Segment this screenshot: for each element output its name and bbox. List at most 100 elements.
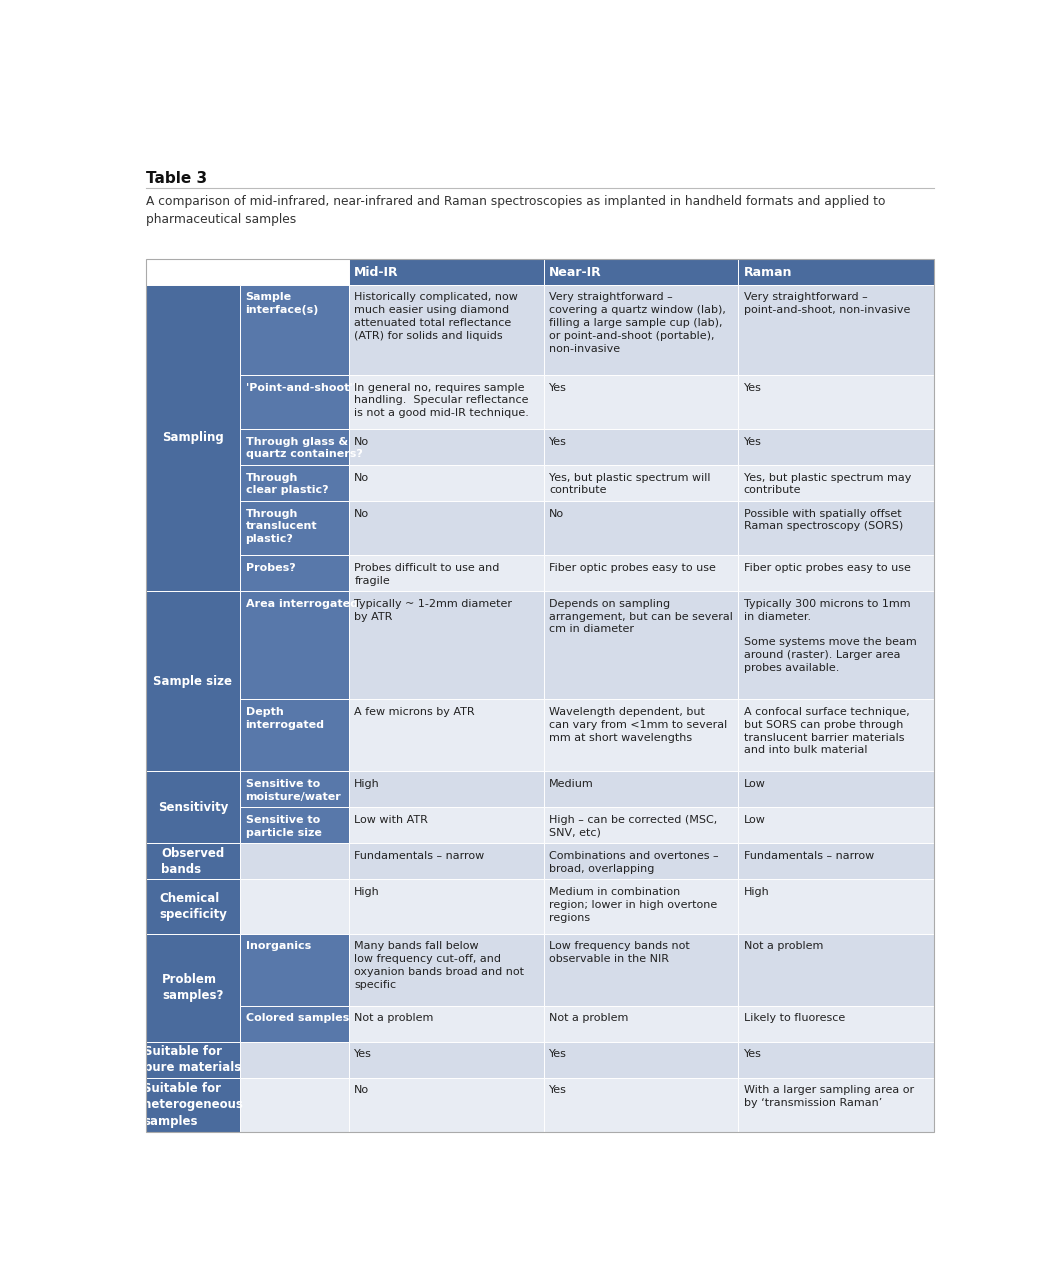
Bar [349, 285, 543, 374]
Bar [738, 374, 934, 429]
Text: High: High [355, 887, 380, 897]
Bar [738, 808, 934, 844]
Text: Medium in combination
region; lower in high overtone
regions: Medium in combination region; lower in h… [549, 887, 717, 923]
Text: Depends on sampling
arrangement, but can be several
cm in diameter: Depends on sampling arrangement, but can… [549, 599, 733, 635]
Bar [240, 808, 349, 844]
Text: In general no, requires sample
handling.  Specular reflectance
is not a good mid: In general no, requires sample handling.… [355, 382, 530, 418]
Bar [738, 591, 934, 699]
Text: Sample size: Sample size [154, 674, 233, 687]
Text: Chemical
specificity: Chemical specificity [159, 892, 226, 922]
Bar [349, 772, 543, 808]
Bar [349, 259, 543, 285]
Text: Area interrogated: Area interrogated [245, 599, 358, 609]
Text: Fiber optic probes easy to use: Fiber optic probes easy to use [743, 563, 911, 573]
Bar [240, 1042, 349, 1078]
Text: Fiber optic probes easy to use: Fiber optic probes easy to use [549, 563, 716, 573]
Text: Historically complicated, now
much easier using diamond
attenuated total reflect: Historically complicated, now much easie… [355, 292, 518, 341]
Bar [738, 555, 934, 591]
Text: Yes: Yes [743, 1050, 761, 1059]
Text: Very straightforward –
covering a quartz window (lab),
filling a large sample cu: Very straightforward – covering a quartz… [549, 292, 726, 354]
Text: Yes: Yes [549, 382, 567, 392]
Text: Yes: Yes [549, 437, 567, 446]
Text: Many bands fall below
low frequency cut-off, and
oxyanion bands broad and not
sp: Many bands fall below low frequency cut-… [355, 941, 524, 990]
Bar [738, 429, 934, 465]
Bar [543, 374, 738, 429]
Text: No: No [549, 509, 564, 519]
Bar [543, 501, 738, 555]
Bar [240, 844, 349, 879]
Bar [738, 1078, 934, 1132]
Text: Very straightforward –
point-and-shoot, non-invasive: Very straightforward – point-and-shoot, … [743, 292, 910, 315]
Text: Yes: Yes [549, 1086, 567, 1095]
Bar [738, 1042, 934, 1078]
Text: Through
translucent
plastic?: Through translucent plastic? [245, 509, 317, 545]
Text: Inorganics: Inorganics [245, 941, 311, 951]
Bar [543, 699, 738, 772]
Bar [349, 1078, 543, 1132]
Bar [543, 259, 738, 285]
Text: No: No [355, 437, 370, 446]
Bar [145, 591, 240, 772]
Text: Mid-IR: Mid-IR [355, 265, 399, 278]
Text: Low frequency bands not
observable in the NIR: Low frequency bands not observable in th… [549, 941, 690, 964]
Bar [738, 259, 934, 285]
Bar [349, 374, 543, 429]
Text: Problem
samples?: Problem samples? [162, 973, 223, 1003]
Bar [145, 1042, 240, 1078]
Bar [240, 699, 349, 772]
Bar [543, 429, 738, 465]
Text: Suitable for
heterogeneous
samples: Suitable for heterogeneous samples [143, 1082, 243, 1128]
Text: Yes, but plastic spectrum may
contribute: Yes, but plastic spectrum may contribute [743, 473, 911, 495]
Bar [543, 933, 738, 1005]
Text: Typically 300 microns to 1mm
in diameter.

Some systems move the beam
around (ra: Typically 300 microns to 1mm in diameter… [743, 599, 916, 673]
Text: Yes: Yes [743, 437, 761, 446]
Bar [349, 591, 543, 699]
Bar [543, 1042, 738, 1078]
Text: Colored samples: Colored samples [245, 1013, 349, 1023]
Bar [240, 591, 349, 699]
Bar [738, 844, 934, 879]
Bar [349, 879, 543, 933]
Bar [349, 429, 543, 465]
Bar [349, 933, 543, 1005]
Bar [738, 933, 934, 1005]
Text: Typically ~ 1-2mm diameter
by ATR: Typically ~ 1-2mm diameter by ATR [355, 599, 513, 622]
Text: A confocal surface technique,
but SORS can probe through
translucent barrier mat: A confocal surface technique, but SORS c… [743, 706, 910, 755]
Bar [349, 699, 543, 772]
Bar [349, 465, 543, 501]
Text: High: High [355, 779, 380, 788]
Text: Near-IR: Near-IR [549, 265, 601, 278]
Text: Through
clear plastic?: Through clear plastic? [245, 473, 329, 495]
Bar [738, 501, 934, 555]
Bar [145, 259, 934, 1132]
Bar [738, 879, 934, 933]
Bar [349, 844, 543, 879]
Bar [240, 501, 349, 555]
Text: Fundamentals – narrow: Fundamentals – narrow [743, 851, 874, 862]
Text: No: No [355, 1086, 370, 1095]
Text: No: No [355, 509, 370, 519]
Bar [240, 465, 349, 501]
Bar [543, 285, 738, 374]
Text: Medium: Medium [549, 779, 594, 788]
Bar [240, 772, 349, 808]
Text: Sensitive to
moisture/water: Sensitive to moisture/water [245, 779, 341, 801]
Bar [145, 772, 240, 844]
Text: Sampling: Sampling [162, 432, 223, 445]
Bar [349, 1005, 543, 1042]
Text: A comparison of mid-infrared, near-infrared and Raman spectroscopies as implante: A comparison of mid-infrared, near-infra… [145, 195, 886, 227]
Text: Depth
interrogated: Depth interrogated [245, 706, 324, 729]
Text: Probes difficult to use and
fragile: Probes difficult to use and fragile [355, 563, 500, 586]
Text: Raman: Raman [743, 265, 792, 278]
Text: Wavelength dependent, but
can vary from <1mm to several
mm at short wavelengths: Wavelength dependent, but can vary from … [549, 706, 728, 742]
Bar [738, 772, 934, 808]
Bar [145, 1078, 240, 1132]
Text: Possible with spatially offset
Raman spectroscopy (SORS): Possible with spatially offset Raman spe… [743, 509, 903, 532]
Text: High – can be corrected (MSC,
SNV, etc): High – can be corrected (MSC, SNV, etc) [549, 815, 717, 838]
Bar [145, 933, 240, 1042]
Bar [145, 259, 349, 285]
Bar [543, 879, 738, 933]
Bar [240, 933, 349, 1005]
Bar [543, 772, 738, 808]
Bar [145, 844, 240, 879]
